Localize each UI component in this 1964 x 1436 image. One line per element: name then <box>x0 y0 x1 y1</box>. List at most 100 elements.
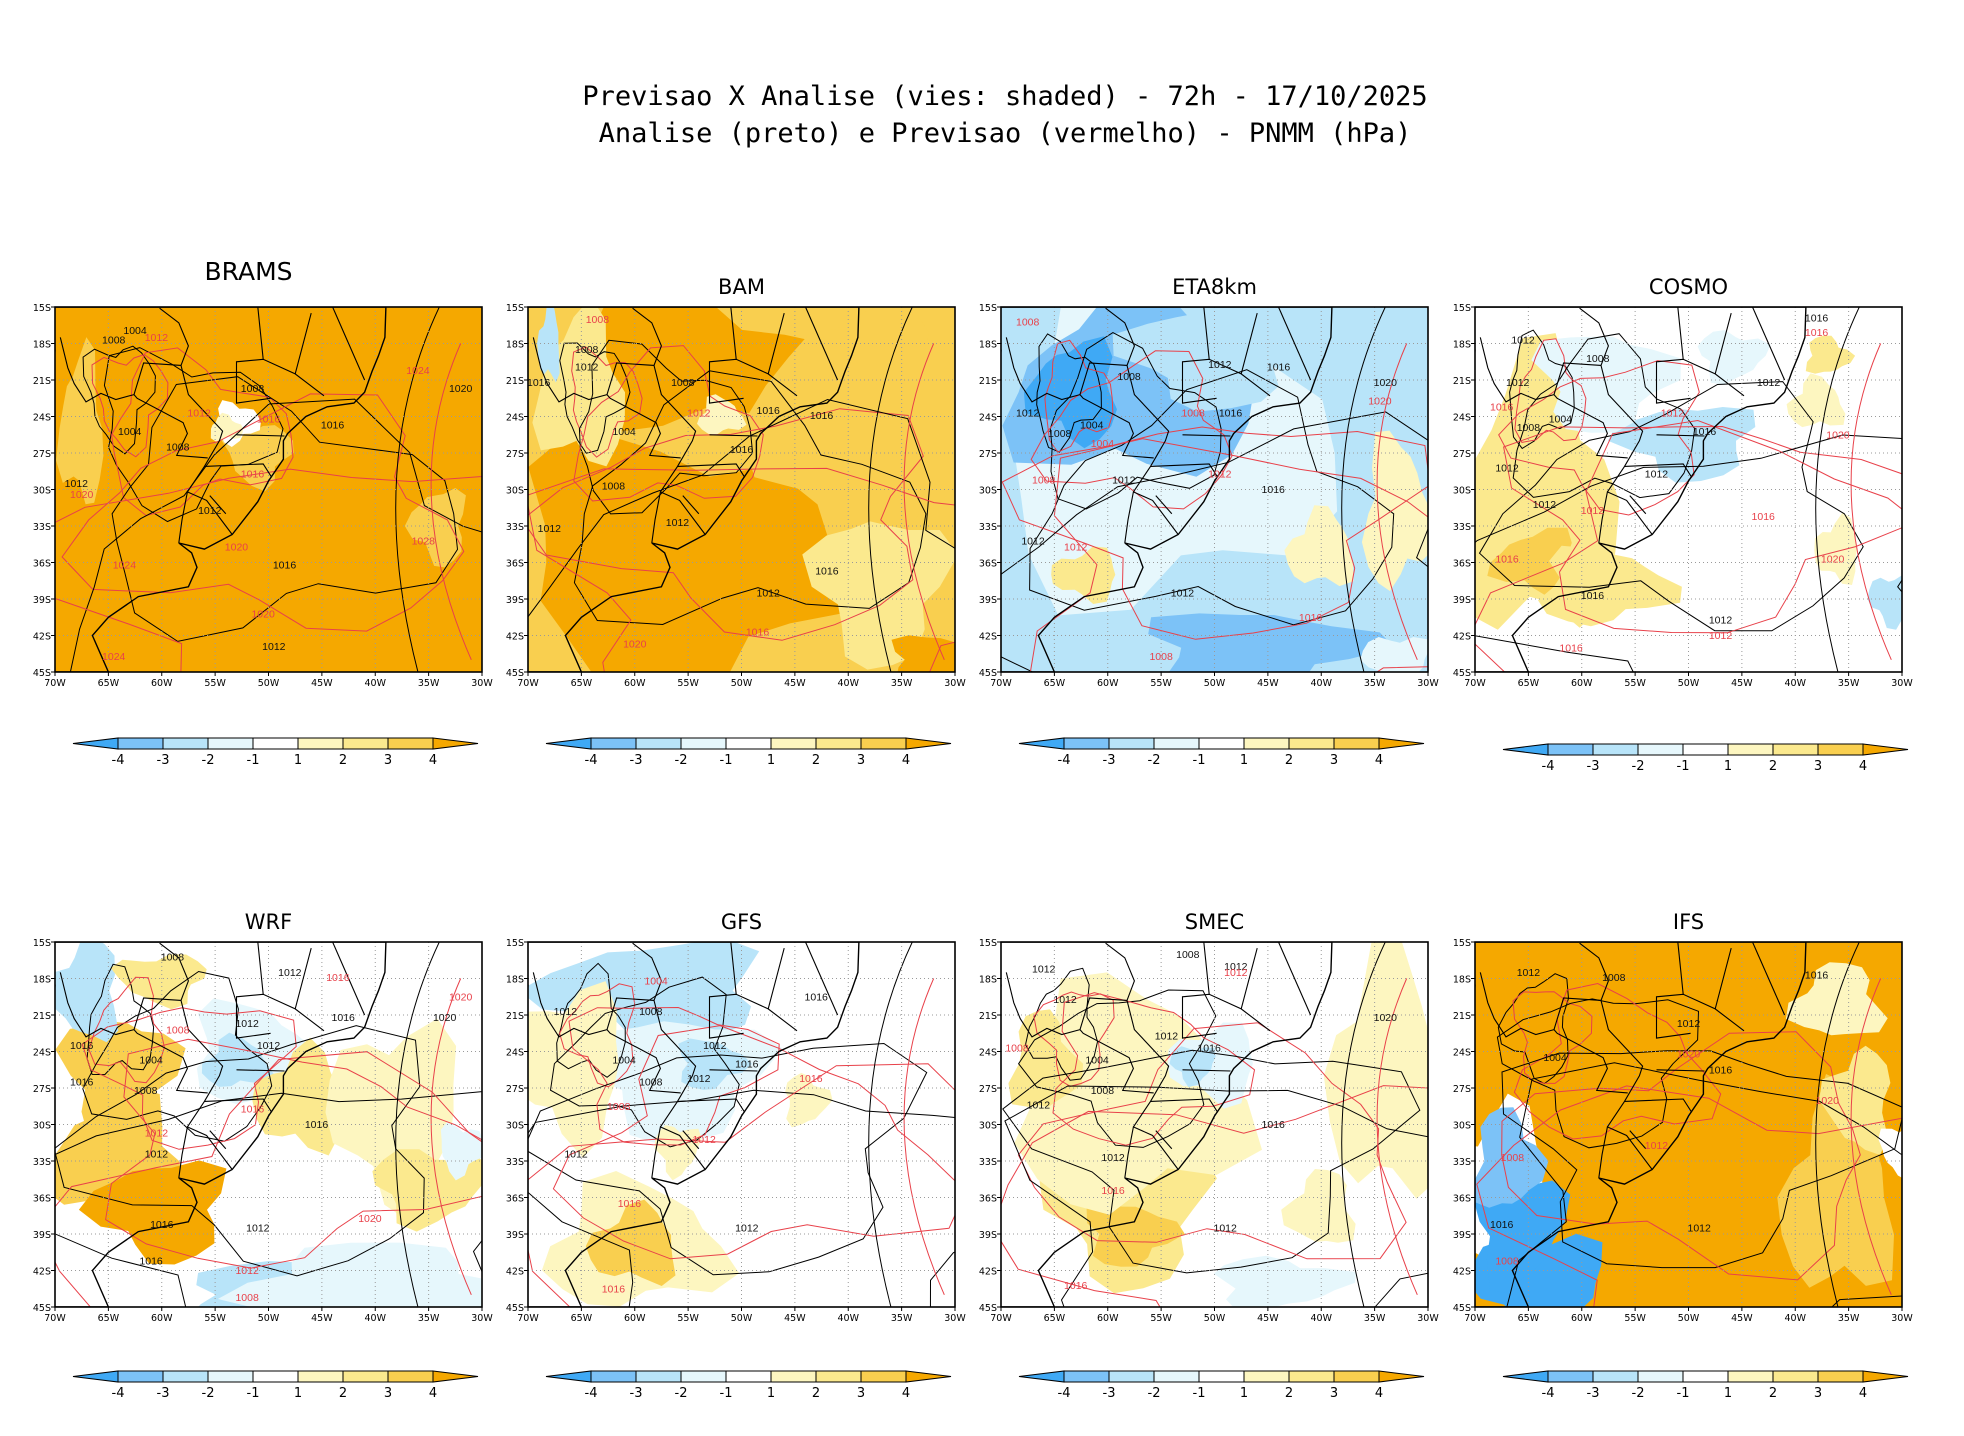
contour-label: 1016 <box>735 1058 759 1070</box>
y-tick-label: 18S <box>1453 340 1471 351</box>
x-tick-label: 70W <box>1464 1313 1486 1324</box>
contour-label: 1008 <box>1517 422 1541 434</box>
analysis-isobar <box>556 962 626 1078</box>
colorbar-swatch <box>117 1370 164 1383</box>
contour-label: 1012 <box>1016 408 1040 420</box>
y-tick-label: 42S <box>1453 1267 1471 1278</box>
country-border <box>709 434 758 437</box>
contour-label: 1020 <box>1826 429 1850 441</box>
contour-label: 1012 <box>1709 614 1733 626</box>
contour-label: 1012 <box>1155 1030 1179 1042</box>
forecast-isobar <box>1033 991 1115 1087</box>
colorbar-label: -3 <box>1103 1386 1116 1401</box>
y-tick-label: 24S <box>979 1048 997 1059</box>
country-border <box>532 972 608 1038</box>
colorbar-swatch <box>1018 1370 1065 1383</box>
bias-patch <box>221 425 294 492</box>
contour-label: 1008 <box>134 1085 158 1097</box>
colorbar-label: -2 <box>1148 1386 1161 1401</box>
x-tick-label: 70W <box>44 1313 66 1324</box>
bias-patch <box>1475 1107 1549 1208</box>
contour-label: 1008 <box>1117 371 1141 383</box>
colorbar-label: 3 <box>857 1386 865 1401</box>
colorbar-label: 4 <box>1859 1386 1867 1401</box>
colorbar-label: 4 <box>902 1386 910 1401</box>
y-tick-label: 45S <box>979 668 997 679</box>
colorbar-label: -4 <box>1058 1386 1071 1401</box>
x-tick-label: 45W <box>1731 678 1753 689</box>
y-tick-label: 30S <box>33 1121 51 1132</box>
colorbar-swatch <box>680 737 727 750</box>
y-tick-label: 45S <box>1453 668 1471 679</box>
country-border <box>294 312 312 375</box>
contour-label: 1012 <box>1533 499 1557 511</box>
colorbar-swatch <box>1862 1370 1909 1383</box>
country-border <box>1655 993 1745 1039</box>
contour-label: 1020 <box>449 383 473 395</box>
y-tick-label: 27S <box>1453 1084 1471 1095</box>
x-tick-label: 35W <box>418 678 440 689</box>
x-tick-label: 45W <box>1731 1313 1753 1324</box>
colorbar-swatch <box>1547 1370 1594 1383</box>
panel-title: ETA8km <box>1172 275 1257 299</box>
country-border <box>1155 1130 1173 1150</box>
colorbar-swatch <box>770 1370 817 1383</box>
x-tick-label: 45W <box>1257 1313 1279 1324</box>
panel-ifs: 1012 1008 1016 1012 1020 1004 1016 1020 1012 1008… <box>1453 910 1913 1401</box>
y-tick-label: 21S <box>1453 1011 1471 1022</box>
colorbar-swatch <box>1592 1370 1639 1383</box>
x-tick-label: 30W <box>944 678 966 689</box>
x-tick-label: 45W <box>311 678 333 689</box>
forecast-isobar <box>105 1038 482 1269</box>
country-border <box>1105 307 1135 366</box>
contour-label: 1008 <box>1149 651 1173 663</box>
contour-label: 1008 <box>607 1101 631 1113</box>
colorbar: -4 -3 -2 -1 1 2 3 4 <box>1018 737 1425 768</box>
contour-label: 1016 <box>1299 612 1323 624</box>
colorbar-swatch <box>725 737 772 750</box>
country-border <box>1714 312 1732 375</box>
panel-smec: 1008101210121012101210201008101210161004… <box>979 910 1439 1401</box>
contour-label: 1012 <box>538 523 562 535</box>
x-tick-label: 45W <box>311 1313 333 1324</box>
x-tick-label: 40W <box>1311 1313 1333 1324</box>
contour-label: 1020 <box>623 639 647 651</box>
forecast-isobar <box>1514 338 1587 443</box>
analysis-isobar <box>55 1025 425 1277</box>
bias-patch <box>537 307 560 383</box>
y-tick-label: 21S <box>33 1011 51 1022</box>
colorbar-label: -2 <box>202 753 215 768</box>
bias-patch <box>528 981 619 1158</box>
y-tick-label: 18S <box>506 975 524 986</box>
x-tick-label: 45W <box>784 1313 806 1324</box>
contour-label: 1012 <box>1757 377 1781 389</box>
forecast-isobar <box>1503 425 1902 634</box>
country-border <box>709 1069 758 1072</box>
y-tick-label: 30S <box>33 486 51 497</box>
y-tick-label: 15S <box>979 938 997 949</box>
contour-label: 1004 <box>1543 1052 1567 1064</box>
y-tick-label: 27S <box>506 1084 524 1095</box>
colorbar-swatch <box>1378 737 1425 750</box>
analysis-isobar <box>103 347 284 523</box>
y-tick-label: 30S <box>506 1121 524 1132</box>
colorbar-label: -3 <box>1587 1386 1600 1401</box>
country-border <box>1624 1098 1693 1113</box>
contour-label: 1016 <box>805 991 829 1003</box>
colorbar-swatch <box>432 737 479 750</box>
contour-label: 1016 <box>1262 484 1286 496</box>
contour-label: 1016 <box>1581 590 1605 602</box>
country-border <box>767 312 785 375</box>
y-tick-label: 15S <box>506 303 524 314</box>
figure-title-line1: Previsao X Analise (vies: shaded) - 72h … <box>582 81 1428 112</box>
analysis-isobar <box>868 942 913 1307</box>
colorbar-swatch <box>725 1370 772 1383</box>
panel-title: BRAMS <box>204 257 292 286</box>
contour-label: 1016 <box>757 405 781 417</box>
forecast-isobar <box>55 1051 482 1307</box>
bias-patch <box>532 307 625 467</box>
